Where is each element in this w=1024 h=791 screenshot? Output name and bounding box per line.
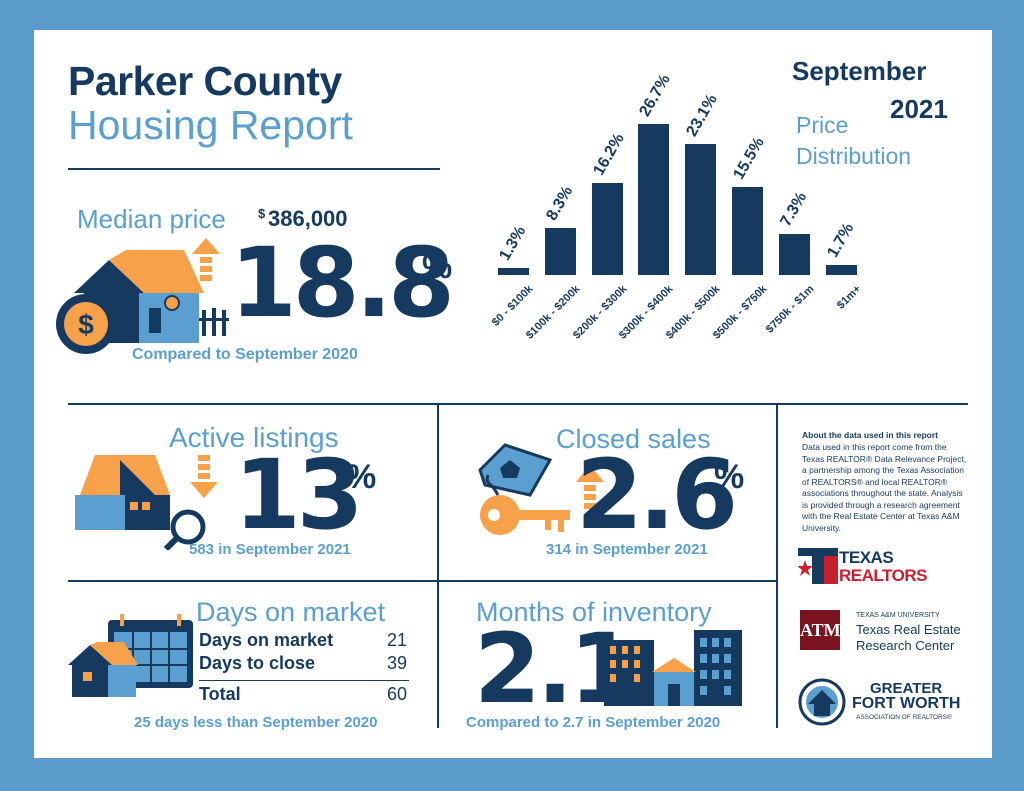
report-panel: Parker County Housing Report September 2… (34, 30, 992, 758)
texas-realtors-line1: TEXAS (839, 548, 894, 567)
dom-row1-value: 21 (386, 630, 407, 650)
chart-bar (544, 228, 576, 275)
divider-col2 (776, 403, 778, 728)
active-sub: 583 in September 2021 (189, 541, 351, 558)
calendar-house-icon (68, 614, 193, 697)
chart-value-label: 1.3% (496, 223, 530, 264)
active-pct-sign: % (346, 458, 377, 496)
chart-value-label: 16.2% (590, 131, 628, 179)
chart-bar (638, 124, 670, 275)
dom-row2-label: Days to close (199, 653, 316, 673)
dist-title-distribution: Distribution (796, 143, 912, 169)
dom-sub: 25 days less than September 2020 (134, 714, 378, 731)
inventory-sub: Compared to 2.7 in September 2020 (466, 714, 721, 731)
chart-category-label: $500k - $750k (710, 283, 770, 342)
dom-row1-label: Days on market (199, 630, 334, 650)
dom-label: Days on market (196, 597, 386, 627)
chart-bar (825, 265, 857, 275)
report-title: Housing Report (68, 102, 353, 148)
chart-bar (778, 233, 810, 275)
price-distribution-chart: 1.3% $0 - $100k 8.3% $100k - $200k 16.2% $200… (34, 30, 992, 390)
house-search-icon (75, 455, 218, 550)
month-label: September (792, 56, 927, 86)
dom-row2-value: 39 (386, 653, 407, 673)
chart-value-label: 8.3% (543, 183, 577, 224)
year-label: 2021 (890, 94, 948, 124)
median-pct-sign: % (422, 248, 453, 286)
texas-realtors-logo-icon (798, 548, 838, 584)
active-change: 13 (234, 439, 364, 551)
county-title: Parker County (68, 58, 342, 104)
closed-label: Closed sales (556, 424, 711, 454)
chart-value-label: 26.7% (636, 71, 675, 120)
median-compare: Compared to September 2020 (132, 346, 358, 363)
dom-total-divider (199, 680, 409, 681)
chart-value-label: 23.1% (683, 92, 722, 140)
chart-bar (591, 183, 623, 275)
key-tag-icon (478, 443, 604, 535)
active-label: Active listings (169, 422, 339, 453)
chart-bar (685, 144, 717, 275)
median-change: 18.8 (230, 227, 455, 339)
up-arrow-icon (192, 238, 220, 281)
svg-text:$: $ (78, 309, 94, 340)
tamu-logo-icon: ATM (800, 610, 841, 650)
texas-realtors-line2: REALTORS (839, 566, 927, 585)
tamu-line3: Research Center (856, 638, 955, 653)
divider-col1 (437, 403, 439, 728)
median-dollar: $ (258, 206, 266, 221)
greater-fort-worth-logo-icon (798, 678, 846, 726)
median-value: 386,000 (268, 206, 348, 231)
closed-change: 2.6 (576, 439, 738, 551)
chart-value-label: 7.3% (777, 189, 811, 230)
divider-lower (68, 580, 776, 582)
chart-category-label: $300k - $400k (617, 283, 676, 342)
buildings-icon (604, 630, 742, 706)
dom-total-label: Total (199, 684, 241, 704)
chart-category-label: $400k - $500k (664, 283, 723, 342)
about-title: About the data used in this report (802, 430, 939, 440)
chart-bar (498, 267, 529, 275)
closed-sub: 314 in September 2021 (546, 541, 708, 558)
median-label: Median price (77, 204, 226, 234)
dom-total-value: 60 (386, 684, 407, 704)
tamu-line1: TEXAS A&M UNIVERSITY (856, 612, 940, 619)
chart-category-label: $750k - $1m (763, 283, 817, 336)
about-body: Data used in this report come from the T… (802, 442, 967, 533)
divider-mid (68, 403, 968, 405)
gfw-line2: FORT WORTH (852, 695, 961, 712)
chart-bar (732, 187, 763, 275)
chart-category-label: $100k - $200k (523, 283, 583, 342)
gfw-line1: GREATER (870, 680, 943, 697)
chart-category-label: $1m+ (834, 283, 864, 312)
title-divider (68, 168, 440, 170)
closed-pct-sign: % (714, 458, 745, 496)
gfw-line3: ASSOCIATION OF REALTORS® (856, 714, 952, 721)
chart-category-label: $200k - $300k (570, 283, 630, 342)
tamu-line2: Texas Real Estate (856, 622, 961, 637)
dist-title-price: Price (796, 112, 849, 138)
inventory-label: Months of inventory (476, 597, 712, 627)
chart-category-label: $0 - $100k (489, 283, 536, 329)
chart-value-label: 15.5% (730, 135, 768, 183)
chart-value-label: 1.7% (824, 220, 857, 261)
house-money-icon: $ (56, 250, 229, 354)
